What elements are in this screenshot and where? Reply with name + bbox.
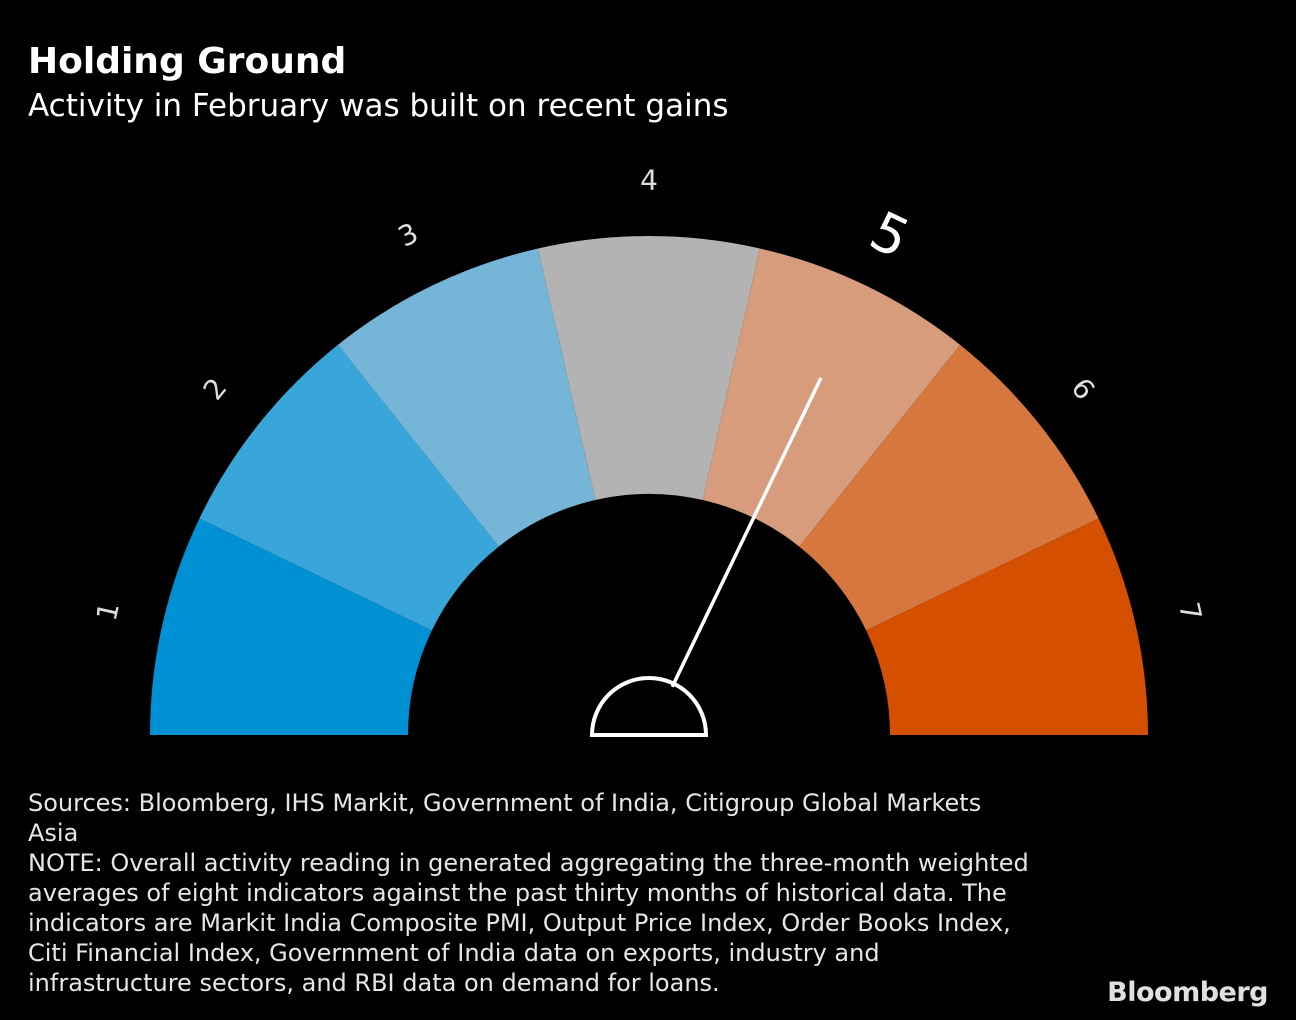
gauge-needle	[671, 377, 823, 688]
gauge-segment-3	[337, 248, 596, 547]
gauge-label-1: 1	[90, 599, 126, 624]
gauge-segment-5	[702, 248, 961, 547]
gauge-segment-1	[150, 518, 432, 735]
gauge-label-3: 3	[393, 216, 423, 253]
chart-subtitle: Activity in February was built on recent…	[28, 88, 729, 124]
gauge-segment-4	[537, 236, 761, 501]
gauge-segment-6	[799, 344, 1099, 631]
gauge-hub	[589, 676, 709, 737]
chart-title: Holding Ground	[28, 41, 347, 82]
gauge-label-6: 6	[1064, 372, 1101, 407]
gauge-segments	[150, 236, 1148, 735]
gauge-label-7: 7	[1172, 599, 1208, 624]
sources-note: Sources: Bloomberg, IHS Markit, Governme…	[28, 789, 982, 847]
methodology-note: NOTE: Overall activity reading in genera…	[28, 849, 1029, 997]
chart-footer: Sources: Bloomberg, IHS Markit, Governme…	[28, 788, 1108, 998]
gauge-segment-2	[199, 344, 499, 631]
gauge-chart: 1 2 3 4 5 6 7	[90, 164, 1208, 737]
bloomberg-logo: Bloomberg	[1107, 977, 1268, 1008]
gauge-label-4: 4	[640, 164, 658, 197]
gauge-label-2: 2	[197, 372, 234, 407]
gauge-label-5: 5	[861, 199, 919, 271]
gauge-segment-7	[866, 518, 1148, 735]
